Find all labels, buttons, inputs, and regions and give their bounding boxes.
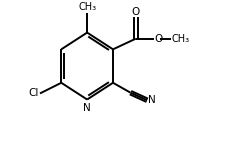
Text: O: O	[131, 7, 139, 17]
Text: N: N	[83, 103, 91, 113]
Text: CH₃: CH₃	[171, 34, 189, 44]
Text: O: O	[154, 34, 162, 44]
Text: N: N	[148, 95, 155, 105]
Text: Cl: Cl	[29, 88, 39, 98]
Text: CH₃: CH₃	[78, 2, 96, 12]
